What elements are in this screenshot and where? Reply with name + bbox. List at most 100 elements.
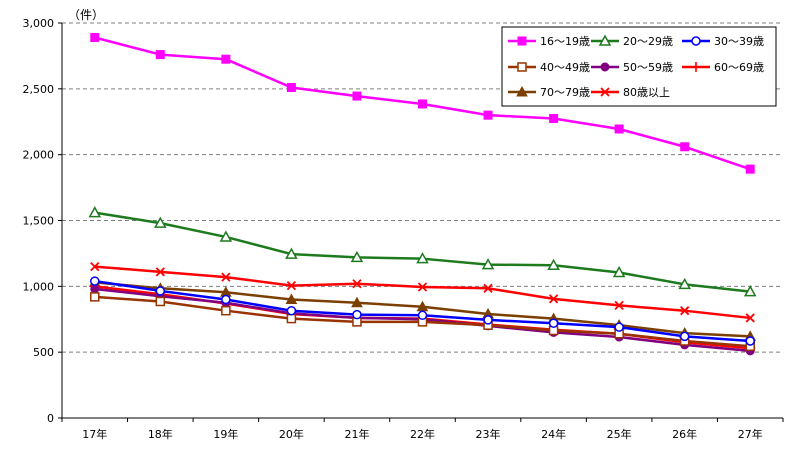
legend-label: 40～49歳	[540, 61, 590, 74]
data-point	[221, 272, 231, 282]
data-point	[155, 50, 165, 60]
data-point	[285, 247, 298, 259]
y-tick-label: 2,000	[23, 149, 55, 162]
data-point	[483, 283, 493, 293]
legend-label: 60～69歳	[714, 61, 764, 74]
data-point	[416, 252, 429, 264]
y-tick-label: 1,500	[23, 215, 55, 228]
data-point	[548, 318, 559, 328]
legend-swatch-marker	[517, 62, 527, 72]
data-point	[417, 282, 428, 292]
data-point	[219, 230, 233, 242]
x-tick-label: 27年	[738, 427, 763, 441]
legend-swatch-marker	[691, 36, 701, 46]
legend-item: 20～29歳	[591, 34, 673, 48]
legend-item: 70～79歳	[508, 85, 590, 99]
data-point	[286, 281, 297, 291]
legend-item: 60～69歳	[682, 61, 764, 74]
data-point	[286, 83, 296, 93]
legend-swatch-marker	[600, 87, 610, 97]
data-point	[483, 315, 493, 325]
legend-item: 40～49歳	[508, 61, 590, 74]
legend-swatch-marker	[517, 36, 527, 46]
data-point	[547, 258, 560, 271]
data-point	[352, 309, 362, 320]
legend-swatch-marker	[691, 62, 701, 72]
y-unit-label: （件）	[68, 8, 104, 22]
series-lines	[88, 32, 757, 356]
y-tick-label: 2,500	[23, 83, 55, 96]
legend-item: 80歳以上	[591, 86, 670, 99]
data-point	[90, 292, 100, 302]
legend-box	[501, 26, 777, 107]
data-point	[350, 250, 364, 263]
data-point	[745, 164, 755, 174]
data-point	[745, 313, 755, 323]
data-point	[352, 91, 362, 101]
data-point	[548, 294, 559, 304]
x-tick-label: 19年	[213, 427, 238, 441]
data-point	[418, 99, 427, 109]
legend: 16～19歳 20～29歳 30～39歳 40～49歳 50～59歳 60～69歳 70～7…	[501, 26, 777, 107]
data-point	[481, 258, 495, 270]
legend-label: 20～29歳	[623, 35, 673, 48]
legend-swatch-marker	[516, 85, 528, 97]
data-point	[155, 296, 166, 307]
data-point	[90, 284, 100, 294]
data-point	[549, 113, 559, 123]
legend-item: 50～59歳	[591, 61, 673, 74]
data-point	[483, 110, 493, 120]
data-point	[286, 313, 297, 324]
data-point	[286, 305, 297, 316]
legend-swatch-marker	[600, 62, 610, 72]
data-point	[352, 279, 362, 289]
data-point	[90, 32, 100, 42]
data-point	[614, 300, 624, 311]
data-point	[678, 277, 691, 290]
legend-label: 70～79歳	[540, 86, 590, 99]
x-tick-label: 23年	[476, 427, 501, 441]
legend-label: 16～19歳	[540, 35, 590, 48]
series-2	[88, 206, 757, 297]
x-tick-label: 18年	[148, 427, 173, 441]
data-point	[680, 142, 690, 152]
axes: 0 500 1,000 1,500 2,000 2,500 3,000 17年 18年 19年 20…	[23, 17, 784, 441]
data-point	[614, 124, 624, 134]
data-point	[612, 265, 626, 278]
data-point	[155, 267, 165, 277]
data-point	[90, 276, 100, 286]
data-point	[351, 296, 363, 308]
x-tick-label: 22年	[410, 427, 435, 441]
x-tick-label: 21年	[344, 427, 369, 441]
y-tick-label: 0	[47, 412, 54, 425]
data-point	[88, 206, 102, 218]
data-point	[155, 286, 166, 296]
data-point	[221, 305, 231, 316]
x-tick-label: 20年	[279, 427, 304, 441]
series-1	[90, 32, 755, 174]
series-3	[90, 276, 755, 346]
y-tick-label: 500	[33, 346, 54, 359]
y-tick-label: 1,000	[23, 280, 55, 293]
legend-label: 30～39歳	[714, 35, 764, 48]
data-point	[614, 322, 624, 332]
series-8	[90, 261, 755, 323]
data-point	[680, 306, 690, 316]
x-tick-label: 24年	[541, 427, 566, 441]
data-point	[154, 216, 167, 228]
data-point	[679, 331, 690, 342]
data-point	[221, 294, 231, 305]
legend-label: 80歳以上	[623, 86, 670, 99]
data-point	[285, 293, 298, 304]
data-point	[90, 261, 100, 272]
data-point	[221, 54, 231, 64]
legend-item: 30～39歳	[682, 35, 764, 48]
legend-swatch-marker	[598, 34, 612, 46]
data-point	[743, 285, 757, 297]
x-tick-label: 25年	[607, 427, 632, 441]
series-line	[94, 211, 751, 293]
x-tick-label: 17年	[82, 427, 107, 441]
data-point	[745, 336, 755, 346]
